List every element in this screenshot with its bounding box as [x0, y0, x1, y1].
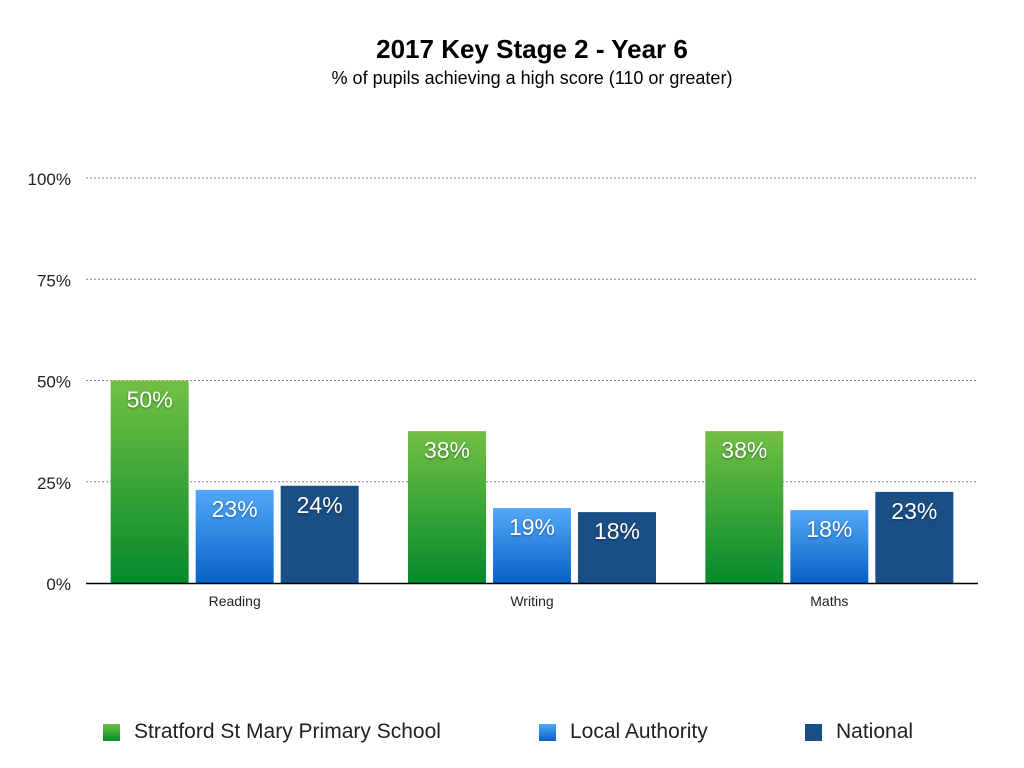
y-tick-label: 0%: [46, 575, 71, 594]
legend-swatch: [539, 723, 556, 741]
bar: [493, 508, 571, 583]
chart-title: 2017 Key Stage 2 - Year 6: [376, 34, 688, 64]
x-tick-label: Maths: [810, 593, 848, 609]
y-tick-label: 50%: [37, 373, 71, 392]
bar-chart: 0% 25% 50% 75% 100% 50% 23% 24% Reading 38% 19% 18%…: [28, 170, 978, 609]
bar: [790, 510, 869, 583]
bar: [280, 485, 359, 583]
bar: [110, 380, 189, 583]
bar: [875, 491, 954, 583]
bar: [195, 489, 274, 583]
data-label: 23%: [212, 496, 258, 522]
legend-item-local-authority: Local Authority: [539, 720, 708, 744]
y-tick-label: 75%: [37, 271, 71, 290]
x-tick-label: Reading: [209, 593, 261, 609]
data-label: 19%: [509, 514, 555, 540]
data-label: 18%: [806, 516, 852, 542]
bar: [408, 431, 486, 583]
legend-item-national: National: [805, 720, 913, 744]
data-label: 38%: [721, 437, 767, 463]
chart-subtitle: % of pupils achieving a high score (110 …: [331, 68, 733, 88]
data-label: 23%: [891, 498, 937, 524]
y-tick-label: 100%: [28, 170, 71, 189]
legend: Stratford St Mary Primary School Local A…: [0, 720, 1024, 748]
data-label: 24%: [297, 492, 343, 518]
legend-label: National: [836, 720, 914, 743]
legend-swatch: [103, 723, 120, 741]
bar: [705, 431, 784, 583]
data-label: 38%: [424, 437, 470, 463]
bar: [578, 512, 656, 583]
data-label: 18%: [594, 518, 640, 544]
legend-label: Stratford St Mary Primary School: [134, 720, 441, 743]
y-tick-label: 25%: [37, 474, 71, 493]
legend-item-school: Stratford St Mary Primary School: [103, 720, 441, 744]
data-label: 50%: [127, 387, 173, 413]
x-tick-label: Writing: [510, 593, 553, 609]
legend-label: Local Authority: [570, 720, 708, 743]
legend-swatch: [805, 723, 822, 741]
